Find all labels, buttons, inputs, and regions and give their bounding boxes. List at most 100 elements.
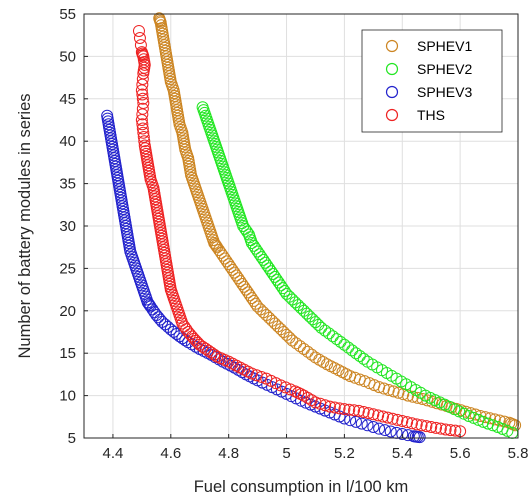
data-point — [402, 389, 415, 402]
data-point — [378, 424, 391, 437]
data-point — [286, 334, 299, 347]
legend-label: THS — [417, 107, 445, 123]
data-point — [413, 431, 426, 444]
data-point — [334, 335, 347, 348]
data-point — [357, 405, 370, 418]
data-point — [189, 334, 202, 347]
legend-marker — [385, 62, 399, 76]
data-point — [137, 126, 150, 139]
data-point — [367, 408, 380, 421]
data-point — [208, 348, 221, 361]
legend-marker — [385, 108, 399, 122]
data-point — [154, 313, 167, 326]
data-point — [323, 400, 336, 413]
data-point — [372, 409, 385, 422]
x-tick-label: 5.6 — [450, 445, 471, 462]
data-point — [322, 327, 335, 340]
data-point — [373, 422, 386, 435]
data-point — [355, 417, 368, 430]
data-point — [391, 413, 404, 426]
data-point — [444, 424, 457, 437]
data-point — [420, 420, 433, 433]
data-point — [509, 419, 522, 432]
y-tick-label: 45 — [59, 91, 76, 108]
data-point — [319, 399, 332, 412]
data-point — [136, 122, 149, 135]
data-point — [346, 344, 359, 357]
data-point — [415, 419, 428, 432]
data-point — [290, 337, 303, 350]
data-point — [361, 419, 374, 432]
y-tick-label: 15 — [59, 345, 76, 362]
data-point — [133, 32, 146, 45]
data-point — [136, 108, 149, 121]
data-point — [294, 340, 307, 353]
y-tick-label: 50 — [59, 48, 76, 65]
data-point — [488, 413, 501, 426]
tick-labels: 4.4 4.6 4.8 5 5.2 5.4 5.6 5.8 5 10 15 20 25 30 35 40 45 5… — [59, 6, 528, 462]
data-point — [410, 418, 423, 431]
data-point — [386, 412, 399, 425]
data-point — [396, 428, 409, 441]
y-axis-label: Number of battery modules in series — [16, 93, 34, 358]
data-point — [338, 403, 351, 416]
data-point — [381, 411, 394, 424]
data-point — [132, 24, 145, 37]
data-point — [396, 415, 409, 428]
data-point — [349, 347, 362, 360]
data-point — [136, 118, 149, 131]
data-point — [349, 415, 362, 428]
data-point — [152, 311, 165, 324]
x-tick-label: 4.6 — [160, 445, 181, 462]
data-point — [136, 88, 149, 101]
data-point — [401, 416, 414, 429]
data-point — [449, 424, 462, 437]
data-point — [367, 420, 380, 433]
y-tick-label: 40 — [59, 133, 76, 150]
legend-items: SPHEV1 SPHEV2 SPHEV3 THS — [385, 38, 472, 123]
data-point — [315, 321, 328, 334]
data-point — [138, 135, 151, 148]
x-tick-label: 5.2 — [334, 445, 355, 462]
data-point — [135, 84, 148, 97]
data-point — [352, 404, 365, 417]
x-axis-label: Fuel consumption in l/100 km — [194, 478, 409, 496]
data-point — [425, 420, 438, 433]
data-point — [136, 78, 149, 91]
x-tick-label: 4.4 — [103, 445, 124, 462]
data-point — [136, 92, 149, 105]
series-sphev3 — [101, 109, 426, 444]
data-point — [328, 401, 341, 414]
y-tick-label: 25 — [59, 260, 76, 277]
legend-marker — [385, 85, 399, 99]
y-tick-label: 35 — [59, 176, 76, 193]
data-point — [330, 333, 343, 346]
data-point — [353, 350, 366, 363]
data-point — [338, 338, 351, 351]
data-point — [484, 412, 497, 425]
x-tick-label: 4.8 — [218, 445, 239, 462]
y-tick-label: 55 — [59, 6, 76, 23]
data-point — [326, 330, 339, 343]
y-tick-label: 30 — [59, 218, 76, 235]
ticks — [84, 13, 519, 439]
y-tick-label: 10 — [59, 388, 76, 405]
data-point — [434, 422, 447, 435]
data-point — [135, 114, 148, 126]
data-point — [406, 390, 419, 403]
data-point — [301, 345, 314, 358]
data-point — [348, 404, 361, 417]
series-sphev2 — [196, 101, 519, 439]
data-point — [319, 324, 332, 337]
data-point — [333, 402, 346, 415]
data-point — [343, 403, 356, 416]
series-ths — [132, 24, 467, 438]
legend-box — [361, 29, 503, 133]
x-tick-label: 5.8 — [508, 445, 529, 462]
data-point — [342, 341, 355, 354]
data-point — [405, 417, 418, 430]
data-point — [297, 342, 310, 355]
data-point — [493, 414, 506, 427]
data-point — [384, 425, 397, 438]
